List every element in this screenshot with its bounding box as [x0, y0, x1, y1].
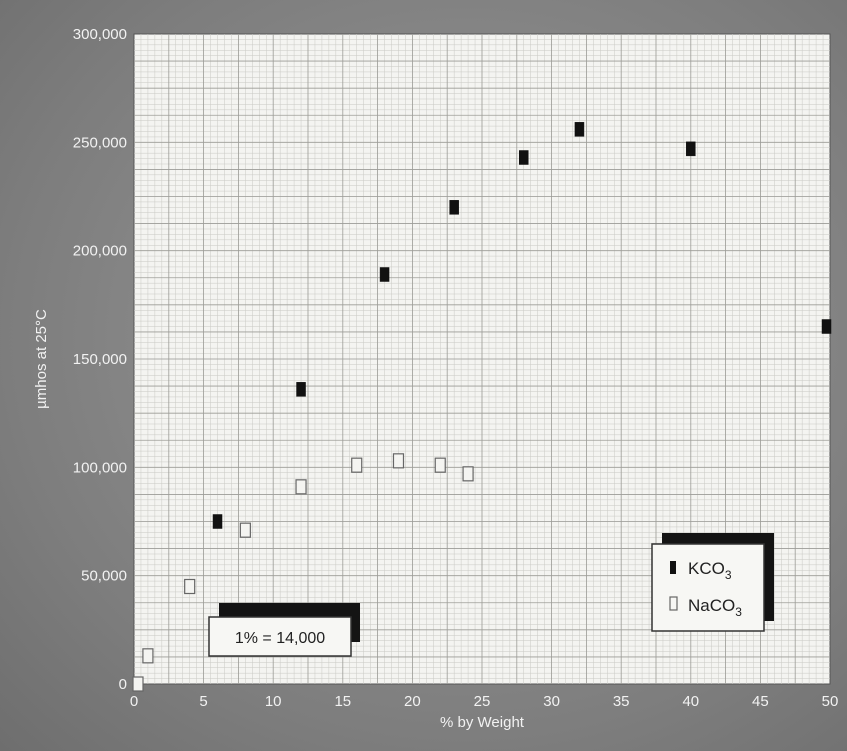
naco3-point [142, 648, 154, 664]
x-tick-label: 50 [822, 693, 839, 710]
kco3-point [519, 150, 529, 165]
x-tick-label: 15 [334, 693, 351, 710]
kco3-point [379, 267, 390, 282]
legend-marker-kco3 [670, 561, 676, 574]
naco3-point [462, 466, 474, 482]
x-tick-label: 10 [265, 693, 282, 710]
legend-label-naco3: NaCO3 [688, 596, 742, 619]
legend-frame [651, 543, 765, 632]
y-axis-ticks: 0 50,000 100,000 150,000 200,000 250,000 300,0… [73, 26, 127, 693]
y-tick-label: 0 [119, 676, 127, 693]
x-axis-title: % by Weight [440, 714, 525, 731]
kco3-point [821, 319, 832, 334]
data-points [132, 122, 832, 692]
x-tick-label: 25 [474, 693, 491, 710]
kco3-point [212, 514, 223, 529]
naco3-point [392, 453, 405, 469]
y-tick-label: 300,000 [73, 26, 127, 43]
y-tick-label: 50,000 [81, 568, 127, 585]
naco3-point [351, 457, 363, 473]
x-tick-label: 40 [682, 693, 699, 710]
y-tick-label: 250,000 [73, 134, 127, 151]
y-tick-label: 200,000 [73, 243, 127, 260]
y-tick-label: 150,000 [73, 351, 127, 368]
annotation-frame [208, 616, 352, 657]
legend: KCO3 NaCO3 [651, 533, 774, 632]
legend-marker-naco3 [669, 596, 678, 611]
naco3-point [132, 676, 144, 692]
x-tick-label: 0 [130, 693, 138, 710]
x-axis-ticks: 0 5 10 15 20 25 30 35 40 45 50 [130, 693, 839, 710]
kco3-point [686, 141, 696, 157]
x-tick-label: 45 [752, 693, 769, 710]
x-tick-label: 35 [613, 693, 630, 710]
x-tick-label: 30 [543, 693, 560, 710]
y-axis-title: µmhos at 25°C [33, 309, 50, 409]
major-grid [134, 34, 830, 684]
x-tick-label: 20 [404, 693, 421, 710]
naco3-point [239, 522, 251, 538]
y-tick-label: 100,000 [73, 459, 127, 476]
kco3-point [449, 200, 459, 215]
naco3-point [295, 479, 307, 495]
annotation-text: 1% = 14,000 [235, 630, 325, 647]
kco3-point [296, 382, 306, 397]
legend-label-kco3: KCO3 [688, 559, 732, 582]
naco3-point [184, 578, 196, 595]
x-tick-label: 5 [199, 693, 207, 710]
kco3-point [574, 122, 585, 137]
annotation-box: 1% = 14,000 [208, 603, 360, 657]
naco3-point [434, 457, 446, 473]
